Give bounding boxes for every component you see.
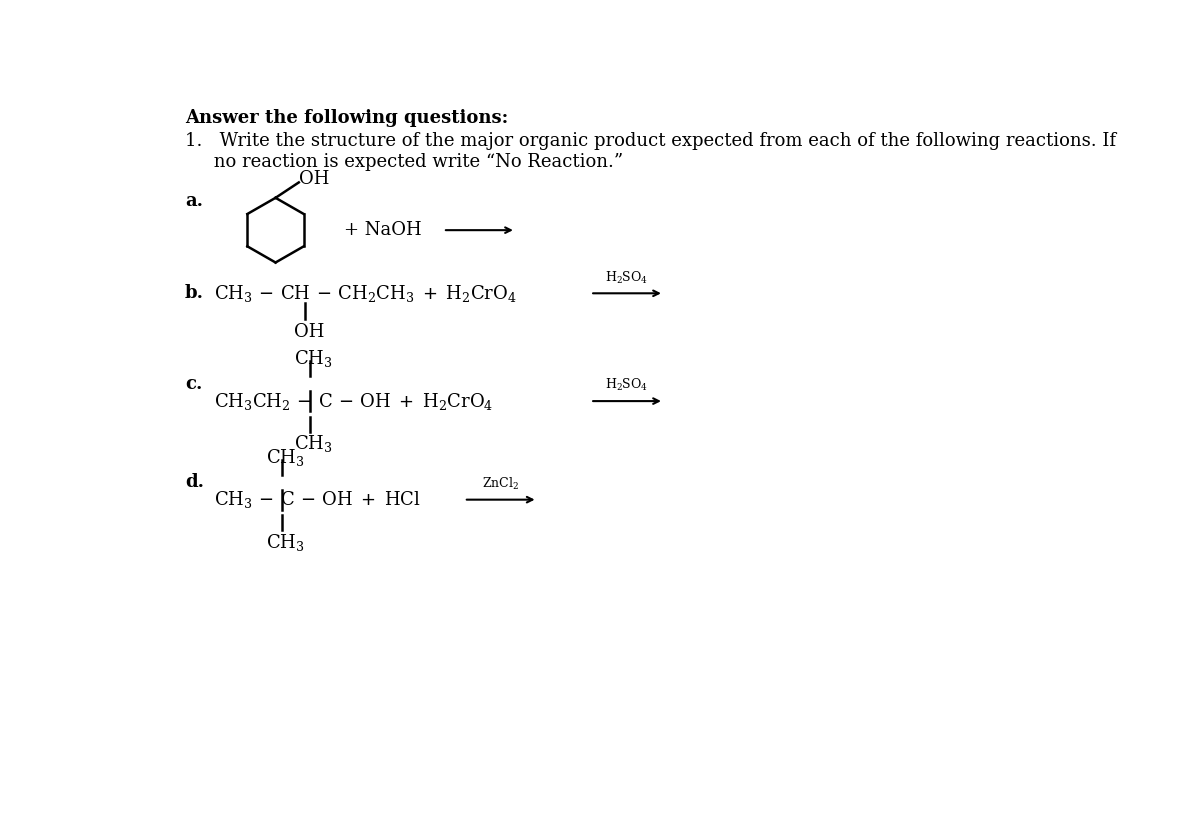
Text: $\mathregular{CH_3CH_2}$$\,-\,$$\mathregular{C}$$\,-\,$OH$\;+\;$$\mathregular{H_: $\mathregular{CH_3CH_2}$$\,-\,$$\mathreg… xyxy=(215,391,493,412)
Text: c.: c. xyxy=(185,375,203,393)
Text: $\mathregular{CH_3}$: $\mathregular{CH_3}$ xyxy=(266,532,305,553)
Text: $\mathregular{CH_3}$: $\mathregular{CH_3}$ xyxy=(294,433,332,454)
Text: no reaction is expected write “No Reaction.”: no reaction is expected write “No Reacti… xyxy=(185,154,623,171)
Text: OH: OH xyxy=(294,323,324,341)
Text: $\mathregular{H_2SO_4}$: $\mathregular{H_2SO_4}$ xyxy=(606,270,648,286)
Text: d.: d. xyxy=(185,473,204,491)
Text: $\mathregular{CH_3}$: $\mathregular{CH_3}$ xyxy=(294,349,332,370)
Text: OH: OH xyxy=(299,170,329,187)
Text: $\mathregular{CH_3}$$\,-\,$$\mathregular{CH}$$\,-\,$$\mathregular{CH_2CH_3}$$\;+: $\mathregular{CH_3}$$\,-\,$$\mathregular… xyxy=(215,283,517,304)
Text: $\mathregular{CH_3}$$\,-\,$$\mathregular{C}$$\,-\,$OH$\;+\;$HCl: $\mathregular{CH_3}$$\,-\,$$\mathregular… xyxy=(215,489,421,510)
Text: + NaOH: + NaOH xyxy=(343,221,421,239)
Text: 1.   Write the structure of the major organic product expected from each of the : 1. Write the structure of the major orga… xyxy=(185,132,1116,150)
Text: a.: a. xyxy=(185,192,203,210)
Text: $\mathregular{CH_3}$: $\mathregular{CH_3}$ xyxy=(266,447,305,468)
Text: $\mathregular{H_2SO_4}$: $\mathregular{H_2SO_4}$ xyxy=(606,377,648,393)
Text: b.: b. xyxy=(185,284,204,302)
Text: Answer the following questions:: Answer the following questions: xyxy=(185,108,508,127)
Text: $\mathregular{ZnCl_2}$: $\mathregular{ZnCl_2}$ xyxy=(482,475,520,492)
